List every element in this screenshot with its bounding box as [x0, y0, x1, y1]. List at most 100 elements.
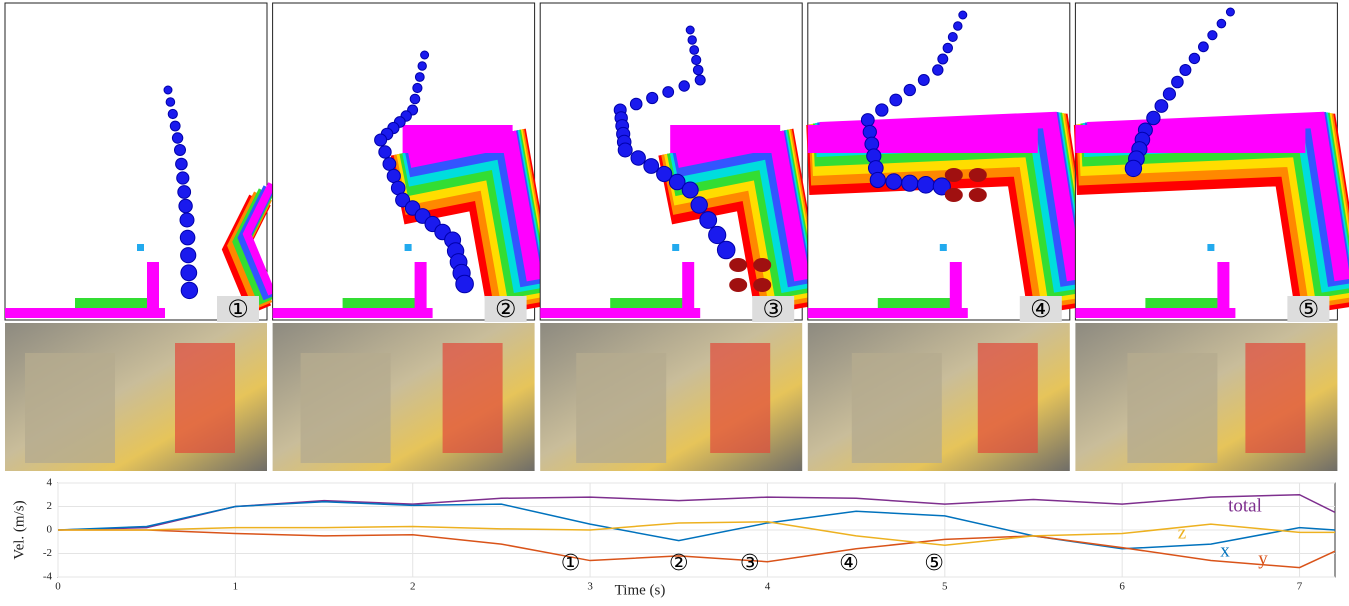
panel-label: ①	[227, 295, 249, 323]
x-tick-label: 1	[233, 581, 239, 593]
trajectory-point	[1225, 7, 1235, 17]
trajectory-point	[1146, 110, 1161, 126]
floor-step	[877, 298, 958, 308]
annotation: ③	[740, 551, 760, 576]
drone	[944, 168, 963, 182]
x-tick-label: 6	[1119, 581, 1125, 593]
trajectory-point	[171, 132, 184, 144]
annotation: ④	[839, 551, 859, 576]
trajectory-point	[630, 150, 646, 166]
series-name: z	[1178, 522, 1186, 543]
trajectory-point	[382, 157, 397, 171]
series-name: x	[1220, 540, 1230, 561]
trajectory-point	[903, 83, 916, 97]
trajectory-point	[395, 192, 411, 208]
floor-step	[75, 298, 155, 308]
map-panel: ⑤	[1073, 2, 1349, 323]
map-panel: ③	[539, 2, 825, 323]
trajectory-point	[932, 177, 951, 196]
trajectory-point	[1124, 159, 1143, 178]
trajectory-point	[917, 74, 930, 86]
trajectory-point	[687, 35, 697, 45]
drone	[753, 258, 772, 272]
floor	[5, 308, 165, 318]
series-name: total	[1228, 495, 1262, 516]
annotation: ②	[669, 551, 689, 576]
trajectory-point	[617, 142, 633, 158]
photo-wall	[25, 353, 115, 463]
trajectory-point	[869, 171, 886, 189]
panel-label: ⑤	[1298, 295, 1320, 323]
trajectory-point	[374, 133, 388, 147]
trajectory-point	[953, 21, 963, 31]
photo	[272, 323, 535, 471]
floor-step	[610, 298, 691, 308]
trajectory-point	[862, 124, 877, 140]
x-tick-label: 4	[765, 581, 771, 593]
y-tick-label: -2	[43, 547, 52, 559]
annotation: ①	[561, 551, 581, 576]
pillar	[682, 262, 695, 312]
marker	[672, 244, 680, 251]
obstacle-top	[1075, 125, 1306, 153]
trajectory-point	[179, 212, 195, 228]
photo-checker	[977, 343, 1038, 453]
trajectory-point	[1179, 64, 1192, 76]
trajectory-point	[692, 64, 704, 76]
trajectory-point	[409, 93, 421, 105]
line	[58, 529, 1336, 569]
trajectory-point	[176, 171, 190, 185]
trajectory-point	[646, 91, 659, 105]
series-name: y	[1258, 548, 1268, 569]
photo	[5, 323, 267, 471]
panel-label: ④	[1030, 295, 1052, 323]
photo-checker	[1245, 343, 1306, 453]
trajectory-point	[662, 86, 675, 98]
photo	[540, 323, 803, 471]
panel-label: ②	[495, 295, 517, 323]
trajectory-point	[937, 53, 949, 65]
trajectory-point	[629, 97, 643, 111]
floor	[540, 308, 701, 318]
photo-wall	[1127, 353, 1218, 463]
drone	[729, 258, 748, 272]
photo-checker	[710, 343, 771, 453]
trajectory-point	[690, 196, 708, 214]
map-panel: ②	[272, 2, 558, 323]
floor	[1075, 308, 1236, 318]
trajectory-point	[414, 72, 425, 82]
trajectory-point	[668, 173, 686, 191]
drone	[944, 188, 963, 202]
obstacle-top	[402, 125, 513, 153]
pillar	[949, 262, 962, 312]
photo-checker	[442, 343, 503, 453]
x-tick-label: 3	[587, 581, 593, 593]
trajectory-point	[1216, 18, 1227, 29]
marker	[939, 244, 947, 251]
trajectory-point	[175, 157, 188, 171]
trajectory-point	[420, 50, 430, 60]
pillar	[147, 262, 159, 312]
photo	[807, 323, 1070, 471]
y-tick-label: -4	[43, 571, 53, 583]
photo-wall	[300, 353, 391, 463]
trajectory-point	[417, 61, 427, 71]
trajectory-point	[178, 198, 193, 214]
y-axis-title: Vel. (m/s)	[11, 500, 27, 559]
x-tick-label: 2	[410, 581, 416, 593]
trajectory-point	[691, 54, 702, 66]
trajectory-point	[180, 281, 199, 300]
trajectory-point	[179, 229, 196, 246]
pillar	[1217, 262, 1230, 312]
trajectory-point	[860, 113, 875, 127]
trajectory-point	[455, 274, 474, 294]
trajectory-point	[378, 145, 392, 159]
drone	[729, 278, 748, 292]
trajectory-point	[694, 74, 706, 86]
trajectory-point	[889, 93, 903, 107]
trajectory-point	[1188, 52, 1201, 65]
trajectory-point	[386, 168, 401, 184]
trajectory-point	[685, 25, 695, 35]
floor	[272, 308, 433, 318]
trajectory-point	[699, 211, 718, 229]
